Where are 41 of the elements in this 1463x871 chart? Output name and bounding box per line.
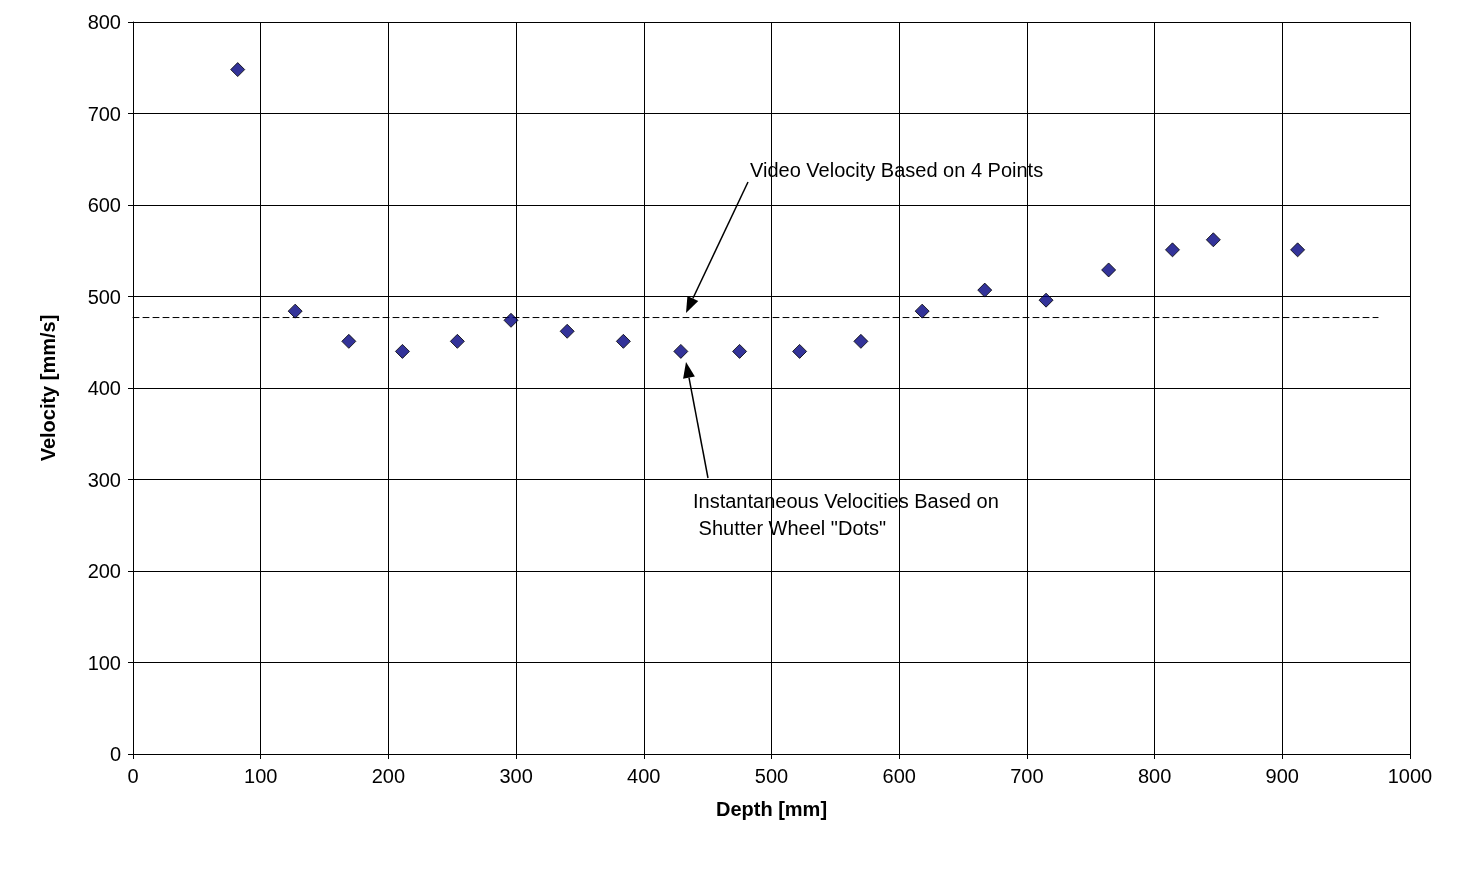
x-tick-label: 1000 [1387, 765, 1433, 787]
point [732, 343, 748, 359]
y-tick-label: 0 [109, 743, 121, 765]
x-tick-label: 400 [627, 765, 661, 787]
x-tick-label: 100 [244, 765, 278, 787]
y-tick-label: 700 [87, 102, 121, 125]
y-tick-label: 600 [87, 194, 121, 216]
y-tick-label: 300 [87, 468, 121, 491]
y-tick-label: 200 [87, 560, 121, 582]
point [977, 282, 993, 298]
y-tick-label: 100 [87, 651, 121, 674]
point [853, 333, 869, 349]
point [914, 303, 930, 319]
point [230, 62, 246, 78]
point [1101, 262, 1117, 278]
x-tick-label: 600 [882, 765, 916, 787]
x-tick-label: 0 [127, 765, 139, 787]
point [792, 343, 808, 359]
point [559, 323, 575, 339]
point [673, 343, 689, 359]
x-axis-title: Depth [mm] [715, 798, 828, 820]
y-axis-title: Velocity [mm/s] [37, 314, 59, 462]
point [394, 343, 410, 359]
x-tick-label: 800 [1137, 765, 1172, 787]
y-tick-label: 500 [87, 285, 121, 308]
x-tick-label: 300 [499, 765, 533, 787]
x-tick-label: 900 [1265, 765, 1299, 787]
point [1290, 242, 1306, 258]
point [1164, 242, 1180, 258]
point [503, 312, 519, 328]
point [287, 303, 303, 319]
y-tick-label: 800 [87, 11, 121, 33]
x-tick-label: 700 [1010, 765, 1044, 787]
point [341, 333, 357, 349]
point [615, 333, 631, 349]
point [1038, 292, 1054, 308]
x-tick-label: 500 [754, 765, 789, 787]
point [449, 333, 465, 349]
x-tick-label: 200 [371, 765, 406, 787]
y-tick-label: 400 [87, 377, 121, 399]
point [1205, 232, 1221, 248]
